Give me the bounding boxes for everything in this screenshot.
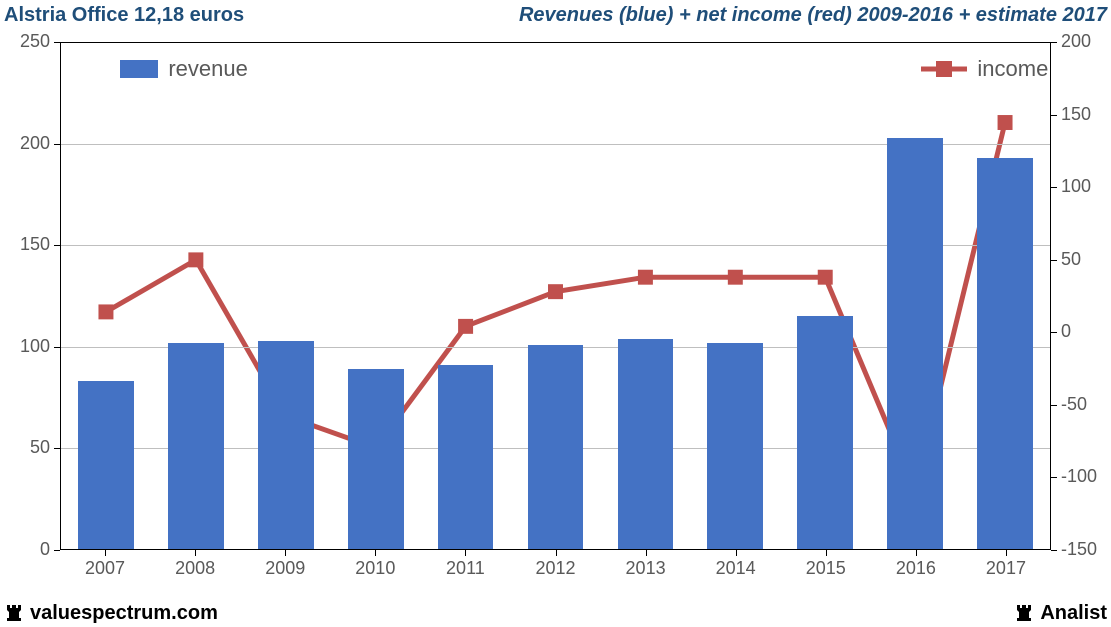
title-left: Alstria Office 12,18 euros	[4, 4, 244, 27]
x-tick	[1006, 550, 1007, 556]
y1-tick	[54, 347, 60, 348]
x-label: 2009	[245, 558, 325, 579]
y2-label: -100	[1061, 466, 1111, 487]
x-tick	[105, 550, 106, 556]
x-tick	[465, 550, 466, 556]
revenue-bar	[348, 369, 404, 549]
y2-label: 200	[1061, 31, 1111, 52]
y2-label: 100	[1061, 176, 1111, 197]
footer-right: Analist	[1014, 602, 1107, 625]
plot-area: revenue income	[60, 42, 1051, 550]
y1-label: 50	[0, 437, 50, 458]
y1-label: 100	[0, 336, 50, 357]
y2-tick	[1051, 405, 1057, 406]
income-marker	[98, 304, 113, 319]
y2-tick	[1051, 260, 1057, 261]
x-tick	[285, 550, 286, 556]
x-tick	[375, 550, 376, 556]
legend-revenue: revenue	[120, 56, 248, 82]
revenue-bar	[168, 343, 224, 549]
x-label: 2012	[516, 558, 596, 579]
y1-label: 0	[0, 539, 50, 560]
rook-icon	[1014, 603, 1034, 623]
income-marker	[458, 319, 473, 334]
y1-tick	[54, 245, 60, 246]
y2-tick	[1051, 477, 1057, 478]
footer-left: valuespectrum.com	[4, 602, 218, 625]
footer-right-text: Analist	[1040, 602, 1107, 625]
y1-tick	[54, 550, 60, 551]
x-label: 2016	[876, 558, 956, 579]
x-label: 2013	[606, 558, 686, 579]
revenue-bar	[887, 138, 943, 549]
y2-label: -150	[1061, 539, 1111, 560]
revenue-legend-label: revenue	[168, 56, 248, 82]
legend-income: income	[921, 56, 1048, 82]
revenue-bar	[528, 345, 584, 549]
y2-tick	[1051, 42, 1057, 43]
x-tick	[646, 550, 647, 556]
revenue-bar	[797, 316, 853, 549]
x-label: 2008	[155, 558, 235, 579]
y2-tick	[1051, 187, 1057, 188]
y1-label: 200	[0, 133, 50, 154]
x-tick	[736, 550, 737, 556]
y2-label: 150	[1061, 104, 1111, 125]
y1-tick	[54, 448, 60, 449]
income-marker	[188, 252, 203, 267]
income-marker	[548, 284, 563, 299]
chart-footer: valuespectrum.com Analist	[0, 599, 1111, 627]
y1-tick	[54, 42, 60, 43]
x-label: 2007	[65, 558, 145, 579]
x-label: 2010	[335, 558, 415, 579]
y1-label: 250	[0, 31, 50, 52]
x-label: 2011	[425, 558, 505, 579]
footer-left-text: valuespectrum.com	[30, 602, 218, 625]
x-tick	[195, 550, 196, 556]
x-tick	[556, 550, 557, 556]
y2-label: -50	[1061, 394, 1111, 415]
chart-header: Alstria Office 12,18 euros Revenues (blu…	[0, 0, 1111, 30]
revenue-bar	[618, 339, 674, 549]
y2-tick	[1051, 115, 1057, 116]
revenue-bar	[707, 343, 763, 549]
x-tick	[826, 550, 827, 556]
income-marker	[638, 270, 653, 285]
y1-label: 150	[0, 234, 50, 255]
x-label: 2014	[696, 558, 776, 579]
y2-tick	[1051, 332, 1057, 333]
x-label: 2015	[786, 558, 866, 579]
x-tick	[916, 550, 917, 556]
title-right: Revenues (blue) + net income (red) 2009-…	[519, 4, 1107, 27]
income-marker	[818, 270, 833, 285]
plot-area-wrap: revenue income 0 50 100 150 200 250 -150 -100 -50…	[0, 30, 1111, 590]
income-swatch	[921, 60, 967, 78]
revenue-bar	[438, 365, 494, 549]
revenue-bar	[977, 158, 1033, 549]
y2-tick	[1051, 550, 1057, 551]
income-marker	[998, 115, 1013, 130]
revenue-bar	[258, 341, 314, 549]
income-marker	[728, 270, 743, 285]
y2-label: 0	[1061, 321, 1111, 342]
rook-icon	[4, 603, 24, 623]
y1-tick	[54, 144, 60, 145]
revenue-bar	[78, 381, 134, 549]
y2-label: 50	[1061, 249, 1111, 270]
x-label: 2017	[966, 558, 1046, 579]
income-legend-label: income	[977, 56, 1048, 82]
revenue-swatch	[120, 60, 158, 78]
